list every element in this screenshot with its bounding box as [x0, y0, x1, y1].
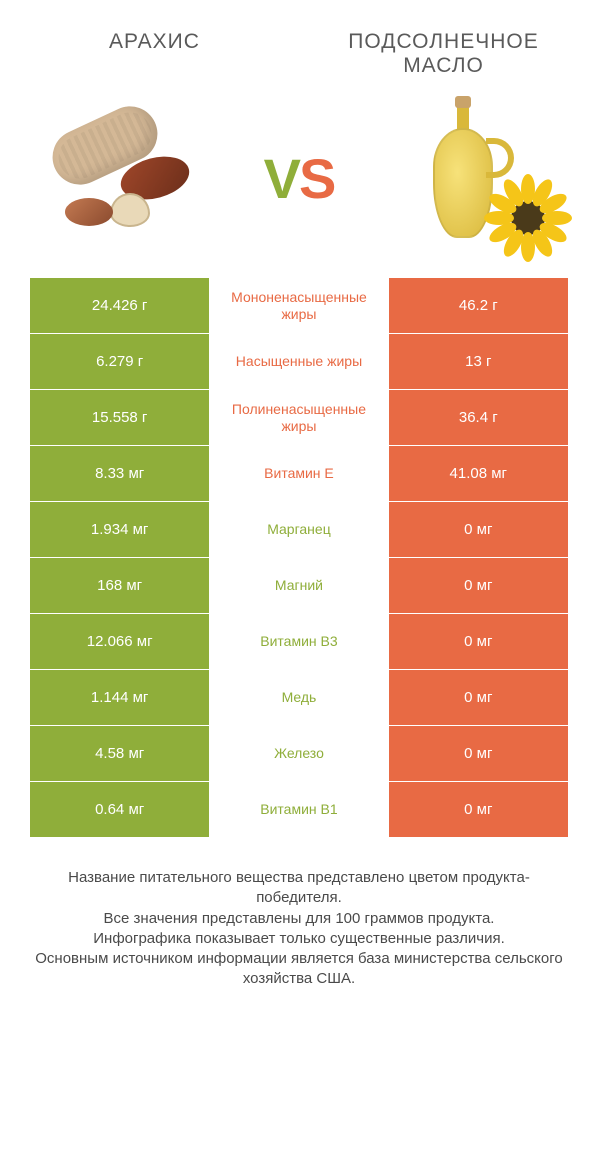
- value-right: 0 мг: [389, 670, 568, 725]
- value-left: 12.066 мг: [30, 614, 209, 669]
- value-left: 8.33 мг: [30, 446, 209, 501]
- footer-line: Основным источником информации является …: [30, 949, 568, 990]
- value-right: 0 мг: [389, 726, 568, 781]
- sunflower-oil-image: [378, 98, 558, 258]
- nutrient-label: Медь: [209, 670, 388, 725]
- nutrient-label: Железо: [209, 726, 388, 781]
- value-right: 13 г: [389, 334, 568, 389]
- table-row: 8.33 мгВитамин E41.08 мг: [30, 446, 568, 502]
- nutrient-label: Полиненасыщенные жиры: [209, 390, 388, 445]
- table-row: 24.426 гМононенасыщенные жиры46.2 г: [30, 278, 568, 334]
- value-left: 1.934 мг: [30, 502, 209, 557]
- header: АРАХИС ПОДСОЛНЕЧНОЕ МАСЛО: [0, 0, 598, 88]
- value-right: 46.2 г: [389, 278, 568, 333]
- table-row: 168 мгМагний0 мг: [30, 558, 568, 614]
- nutrient-label: Мононенасыщенные жиры: [209, 278, 388, 333]
- nutrient-label: Насыщенные жиры: [209, 334, 388, 389]
- nutrient-label: Витамин B3: [209, 614, 388, 669]
- nutrient-label: Витамин E: [209, 446, 388, 501]
- table-row: 1.144 мгМедь0 мг: [30, 670, 568, 726]
- value-left: 24.426 г: [30, 278, 209, 333]
- table-row: 0.64 мгВитамин B10 мг: [30, 782, 568, 838]
- comparison-table: 24.426 гМононенасыщенные жиры46.2 г6.279…: [0, 278, 598, 838]
- product-right-title: ПОДСОЛНЕЧНОЕ МАСЛО: [313, 30, 573, 78]
- nutrient-label: Витамин B1: [209, 782, 388, 837]
- value-right: 0 мг: [389, 502, 568, 557]
- table-row: 15.558 гПолиненасыщенные жиры36.4 г: [30, 390, 568, 446]
- value-right: 41.08 мг: [389, 446, 568, 501]
- vs-s: S: [299, 147, 334, 210]
- peanut-image: [40, 98, 220, 258]
- value-left: 168 мг: [30, 558, 209, 613]
- table-row: 12.066 мгВитамин B30 мг: [30, 614, 568, 670]
- table-row: 6.279 гНасыщенные жиры13 г: [30, 334, 568, 390]
- images-row: VS: [0, 88, 598, 278]
- table-row: 1.934 мгМарганец0 мг: [30, 502, 568, 558]
- nutrient-label: Марганец: [209, 502, 388, 557]
- value-left: 4.58 мг: [30, 726, 209, 781]
- footer-notes: Название питательного вещества представл…: [0, 838, 598, 990]
- footer-line: Инфографика показывает только существенн…: [30, 929, 568, 949]
- value-left: 15.558 г: [30, 390, 209, 445]
- value-left: 0.64 мг: [30, 782, 209, 837]
- footer-line: Все значения представлены для 100 граммо…: [30, 909, 568, 929]
- value-right: 36.4 г: [389, 390, 568, 445]
- vs-v: V: [264, 147, 299, 210]
- value-left: 1.144 мг: [30, 670, 209, 725]
- value-left: 6.279 г: [30, 334, 209, 389]
- value-right: 0 мг: [389, 558, 568, 613]
- vs-label: VS: [264, 146, 335, 211]
- table-row: 4.58 мгЖелезо0 мг: [30, 726, 568, 782]
- nutrient-label: Магний: [209, 558, 388, 613]
- value-right: 0 мг: [389, 782, 568, 837]
- product-left-title: АРАХИС: [24, 30, 284, 78]
- value-right: 0 мг: [389, 614, 568, 669]
- footer-line: Название питательного вещества представл…: [30, 868, 568, 909]
